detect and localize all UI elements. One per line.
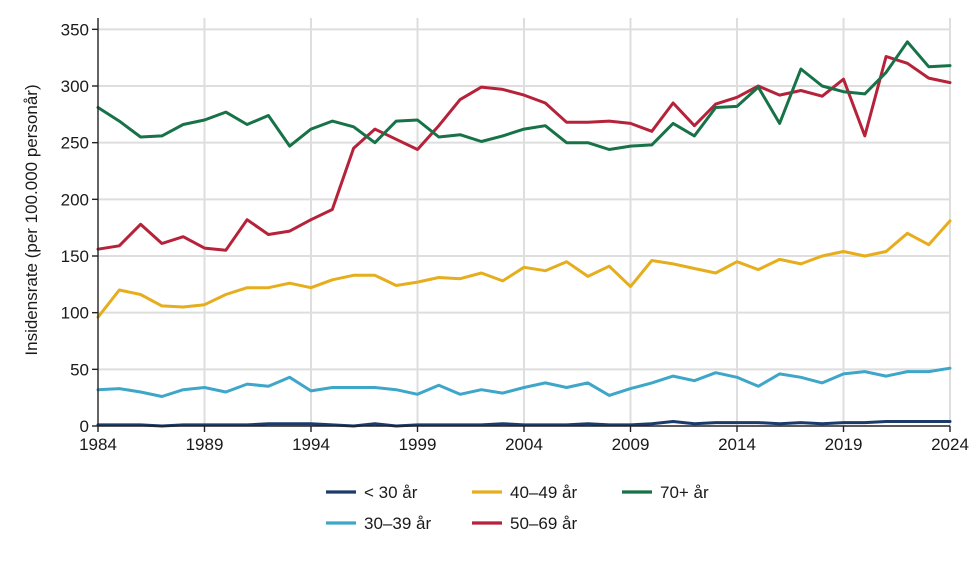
x-tick-label: 2024 (931, 435, 969, 454)
legend-label-0: < 30 år (364, 483, 418, 502)
series-line-3 (96, 55, 952, 252)
y-tick-label: 150 (61, 247, 89, 266)
x-tick-label: 1994 (292, 435, 330, 454)
y-tick-label: 0 (80, 417, 89, 436)
legend: < 30 år 40–49 år 70+ år 30–39 år 50–69 år (326, 483, 709, 533)
y-tick-label: 100 (61, 304, 89, 323)
series-line-0 (96, 420, 952, 428)
x-tick-label: 1989 (186, 435, 224, 454)
x-tick-label: 2004 (505, 435, 543, 454)
series-lines (96, 40, 952, 428)
y-tick-label: 300 (61, 77, 89, 96)
series-line-1 (96, 366, 952, 398)
x-tick-label: 2014 (718, 435, 756, 454)
y-tick-label: 50 (70, 360, 89, 379)
x-tick-label: 2019 (825, 435, 863, 454)
series-line-2 (96, 219, 952, 319)
series-line-4 (96, 40, 952, 151)
x-axis-ticks: 1984 1989 1994 1999 2004 2009 2014 2019 2024 (79, 426, 969, 454)
legend-label-4: 70+ år (660, 483, 709, 502)
x-tick-label: 1999 (399, 435, 437, 454)
y-tick-label: 350 (61, 20, 89, 39)
y-axis-ticks: 0 50 100 150 200 250 300 350 (61, 20, 98, 436)
y-axis-title: Insidensrate (per 100.000 personår) (22, 84, 41, 355)
y-tick-label: 200 (61, 190, 89, 209)
y-tick-label: 250 (61, 134, 89, 153)
legend-label-3: 50–69 år (510, 514, 577, 533)
legend-label-2: 40–49 år (510, 483, 577, 502)
grid-lines (98, 18, 951, 426)
x-tick-label: 2009 (612, 435, 650, 454)
x-tick-label: 1984 (79, 435, 117, 454)
legend-label-1: 30–39 år (364, 514, 431, 533)
